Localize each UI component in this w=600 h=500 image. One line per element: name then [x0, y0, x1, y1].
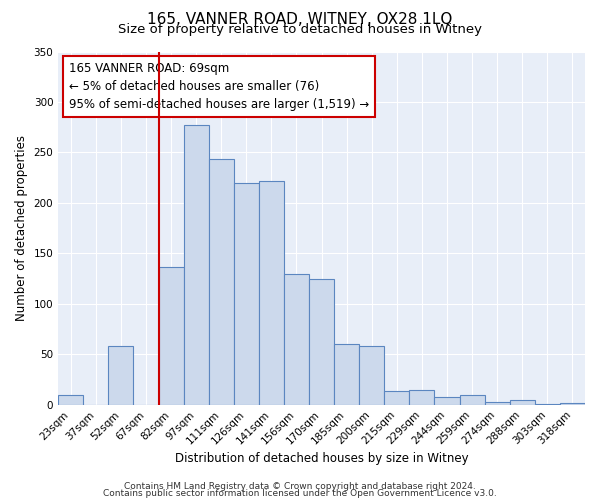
X-axis label: Distribution of detached houses by size in Witney: Distribution of detached houses by size …: [175, 452, 469, 465]
Bar: [560, 402, 585, 404]
Text: Size of property relative to detached houses in Witney: Size of property relative to detached ho…: [118, 22, 482, 36]
Bar: [309, 278, 334, 404]
Text: 165 VANNER ROAD: 69sqm
← 5% of detached houses are smaller (76)
95% of semi-deta: 165 VANNER ROAD: 69sqm ← 5% of detached …: [69, 62, 369, 111]
Bar: [109, 346, 133, 405]
Bar: [434, 396, 460, 404]
Bar: [334, 344, 359, 405]
Bar: [385, 390, 409, 404]
Bar: [359, 346, 385, 405]
Bar: [184, 125, 209, 404]
Bar: [460, 394, 485, 404]
Bar: [485, 402, 510, 404]
Text: Contains public sector information licensed under the Open Government Licence v3: Contains public sector information licen…: [103, 490, 497, 498]
Y-axis label: Number of detached properties: Number of detached properties: [15, 135, 28, 321]
Bar: [510, 400, 535, 404]
Bar: [284, 274, 309, 404]
Bar: [158, 268, 184, 404]
Bar: [58, 394, 83, 404]
Text: Contains HM Land Registry data © Crown copyright and database right 2024.: Contains HM Land Registry data © Crown c…: [124, 482, 476, 491]
Bar: [209, 160, 234, 404]
Bar: [409, 390, 434, 404]
Bar: [234, 182, 259, 404]
Text: 165, VANNER ROAD, WITNEY, OX28 1LQ: 165, VANNER ROAD, WITNEY, OX28 1LQ: [148, 12, 452, 28]
Bar: [259, 180, 284, 404]
